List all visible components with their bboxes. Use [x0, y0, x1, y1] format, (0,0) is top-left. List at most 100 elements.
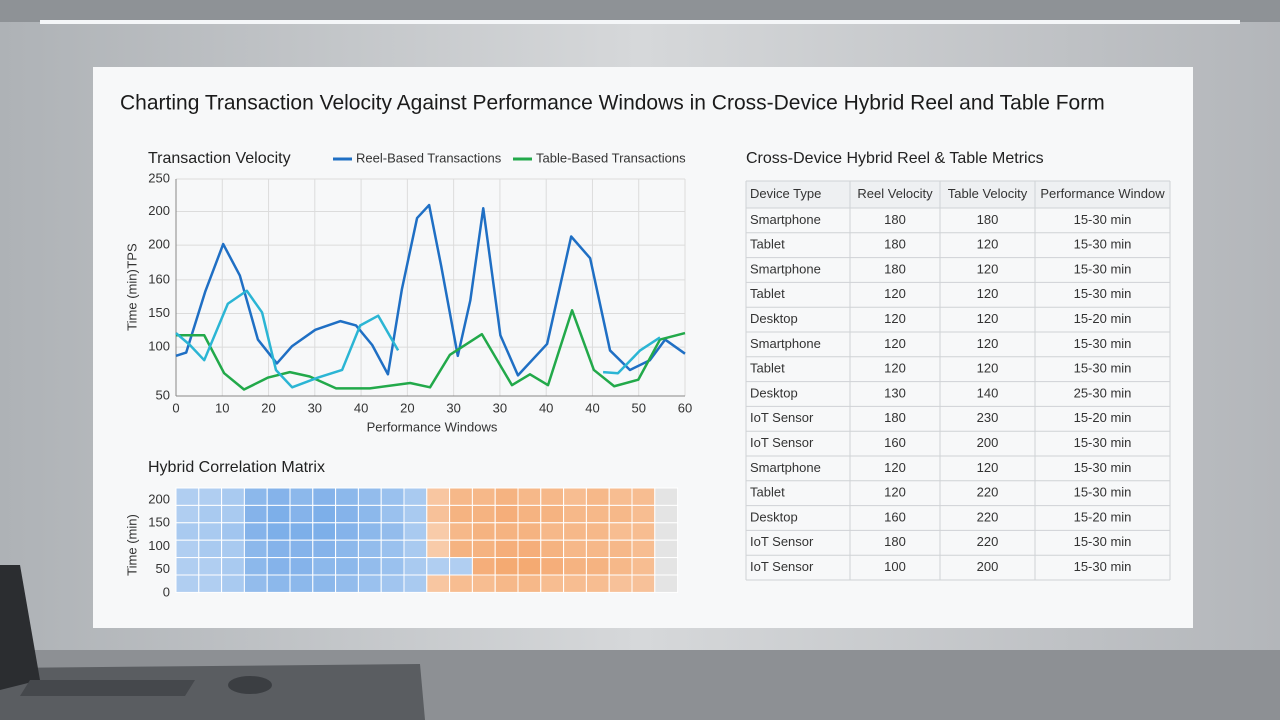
heatmap-cell: [608, 557, 633, 576]
table-cell: 15-30 min: [1074, 286, 1132, 301]
x-tick-label: 30: [446, 400, 460, 415]
table-cell: 15-30 min: [1074, 261, 1132, 276]
heatmap-cell: [608, 539, 633, 559]
heatmap-y-title: Time (min): [124, 514, 139, 576]
heatmap-cell: [585, 539, 610, 559]
heatmap-cell: [221, 539, 245, 559]
heatmap-cell: [243, 522, 268, 541]
x-axis-title: Performance Windows: [367, 419, 498, 434]
heatmap-cell: [312, 522, 337, 541]
heatmap-cell: [449, 539, 473, 559]
heatmap-cell: [198, 574, 223, 593]
table-cell: 15-30 min: [1074, 336, 1132, 351]
table-cell: 15-30 min: [1074, 559, 1132, 574]
table-header: Table Velocity: [948, 186, 1028, 201]
table-cell: 15-30 min: [1074, 485, 1132, 500]
heatmap-cell: [426, 504, 451, 524]
heatmap-cell: [563, 557, 587, 576]
heatmap-cell: [312, 504, 337, 524]
heatmap-cell: [175, 557, 200, 576]
heatmap-cell: [357, 487, 382, 506]
heatmap-cell: [289, 539, 314, 559]
heatmap-cell: [198, 504, 223, 524]
heatmap-cell: [563, 487, 587, 506]
heatmap-cell: [517, 574, 542, 593]
ceiling: [0, 0, 1280, 22]
table-cell: 180: [977, 212, 999, 227]
heatmap-cell: [266, 487, 291, 506]
heatmap-cell: [175, 539, 200, 559]
heatmap-cell: [266, 539, 291, 559]
heatmap-cell: [243, 487, 268, 506]
heatmap-cell: [449, 504, 473, 524]
heatmap-cell: [221, 557, 245, 576]
heatmap-cell: [357, 557, 382, 576]
heatmap-cell: [221, 487, 245, 506]
heatmap-cell: [631, 504, 656, 524]
table-cell: 120: [884, 460, 906, 475]
heatmap-cell: [335, 487, 359, 506]
heatmap-cell: [403, 504, 428, 524]
table-cell: 120: [977, 361, 999, 376]
heatmap-cell: [198, 557, 223, 576]
heatmap-cell: [335, 574, 359, 593]
heatmap-cell: [380, 487, 405, 506]
heatmap-cell: [585, 522, 610, 541]
y-tick-label: 200: [148, 491, 170, 506]
heatmap-cell: [654, 522, 679, 541]
heatmap-cell: [243, 504, 268, 524]
heatmap-cell: [494, 504, 519, 524]
x-tick-label: 30: [308, 400, 322, 415]
y-tick-label: 200: [148, 203, 170, 218]
table-cell: IoT Sensor: [750, 435, 814, 450]
x-tick-label: 30: [493, 400, 507, 415]
heatmap-cell: [608, 522, 633, 541]
heatmap-cell: [563, 504, 587, 524]
table-header: Performance Window: [1040, 186, 1165, 201]
table-cell: Tablet: [750, 286, 785, 301]
x-tick-label: 40: [585, 400, 599, 415]
heatmap-cell: [289, 522, 314, 541]
heatmap-cell: [357, 539, 382, 559]
heatmap-cell: [289, 574, 314, 593]
laptop-keyboard: [20, 680, 195, 696]
table-cell: IoT Sensor: [750, 559, 814, 574]
heatmap-cell: [426, 574, 451, 593]
heatmap-cell: [540, 574, 565, 593]
table-cell: 180: [884, 237, 906, 252]
heatmap-cell: [540, 522, 565, 541]
table-cell: 15-20 min: [1074, 311, 1132, 326]
x-tick-label: 50: [631, 400, 645, 415]
table-header-bg: [746, 181, 1170, 208]
y-tick-label: 150: [148, 515, 170, 530]
table-cell: Smartphone: [750, 460, 821, 475]
x-tick-label: 20: [261, 400, 275, 415]
x-tick-label: 10: [215, 400, 229, 415]
table-cell: 15-30 min: [1074, 212, 1132, 227]
heatmap-cell: [494, 574, 519, 593]
heatmap-cell: [608, 574, 633, 593]
heatmap-cell: [494, 487, 519, 506]
y-tick-label: 50: [156, 387, 170, 402]
heatmap-cell: [631, 557, 656, 576]
legend-label: Reel-Based Transactions: [356, 150, 502, 165]
table-cell: IoT Sensor: [750, 410, 814, 425]
table-cell: Desktop: [750, 311, 798, 326]
table-cell: 160: [884, 435, 906, 450]
heatmap-cell: [403, 539, 428, 559]
table-cell: 180: [884, 212, 906, 227]
heatmap-cell: [540, 487, 565, 506]
table-cell: 120: [884, 361, 906, 376]
table-title: Cross-Device Hybrid Reel & Table Metrics: [746, 150, 1044, 167]
table-cell: 200: [977, 559, 999, 574]
heatmap-cell: [494, 557, 519, 576]
heatmap-cell: [517, 539, 542, 559]
heatmap-cell: [563, 574, 587, 593]
heatmap-cell: [221, 522, 245, 541]
heatmap-cell: [654, 504, 679, 524]
heatmap-cell: [517, 557, 542, 576]
heatmap-cell: [471, 504, 496, 524]
heatmap-cell: [585, 487, 610, 506]
heatmap-cell: [312, 539, 337, 559]
table-cell: 180: [884, 534, 906, 549]
